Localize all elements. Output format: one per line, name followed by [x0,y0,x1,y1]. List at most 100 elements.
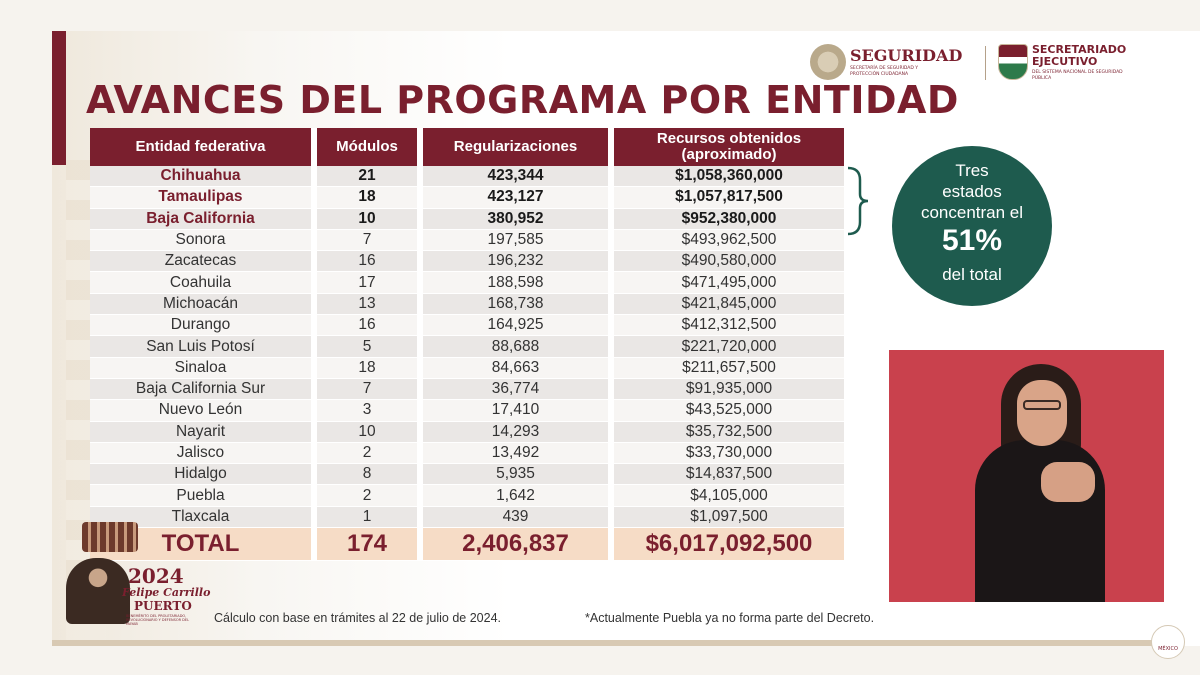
cell-modulos: 10 [317,208,423,230]
callout-line1: Tres [955,161,989,180]
cell-regularizaciones: 188,598 [423,272,614,294]
cell-regularizaciones: 1,642 [423,485,614,507]
column-header-modulos: Módulos [317,128,423,166]
table-row: Nuevo León 3 17,410 $43,525,000 [90,400,844,422]
column-header-entidad: Entidad federativa [90,128,317,166]
cell-regularizaciones: 5,935 [423,464,614,486]
total-row: TOTAL 174 2,406,837 $6,017,092,500 [90,528,844,562]
cell-regularizaciones: 88,688 [423,336,614,358]
callout-percent: 51% [941,224,1003,257]
national-seal-icon [810,44,846,80]
table-row: Sonora 7 197,585 $493,962,500 [90,229,844,252]
shield-icon [998,44,1028,80]
page-title: AVANCES DEL PROGRAMA POR ENTIDAD [86,78,959,122]
cell-regularizaciones: 13,492 [423,442,614,465]
cell-entidad: Puebla [90,485,317,507]
secretariado-logo-subtitle: DEL SISTEMA NACIONAL DE SEGURIDAD PÚBLIC… [1032,70,1123,81]
cell-entidad: Zacatecas [90,251,317,273]
cell-entidad: Baja California Sur [90,378,317,401]
cell-modulos: 18 [317,187,423,209]
table-row: Durango 16 164,925 $412,312,500 [90,315,844,337]
table-row: Tamaulipas 18 423,127 $1,057,817,500 [90,187,844,209]
cell-modulos: 21 [317,166,423,188]
cell-recursos: $471,495,000 [614,272,844,294]
entities-table: Entidad federativa Módulos Regularizacio… [90,128,844,562]
cell-entidad: Sonora [90,229,317,252]
table-row: Baja California Sur 7 36,774 $91,935,000 [90,378,844,401]
cell-recursos: $211,657,500 [614,357,844,379]
portrait-illustration [66,558,130,624]
cell-recursos: $4,105,000 [614,485,844,507]
cell-recursos: $221,720,000 [614,336,844,358]
table-row: Tlaxcala 1 439 $1,097,500 [90,506,844,529]
callout-text: Tres estados concentran el [892,160,1052,223]
cell-modulos: 2 [317,442,423,465]
secretariado-line2: EJECUTIVO [1032,55,1098,68]
cell-entidad: Michoacán [90,293,317,316]
cell-entidad: Chihuahua [90,166,317,188]
cell-entidad: Tamaulipas [90,187,317,209]
puebla-note: *Actualmente Puebla ya no forma parte de… [585,611,875,625]
bottom-rule [52,640,1152,646]
cell-entidad: Coahuila [90,272,317,294]
cell-recursos: $35,732,500 [614,421,844,443]
logo-divider [985,46,986,80]
table-row: San Luis Potosí 5 88,688 $221,720,000 [90,336,844,358]
interpreter-face [1017,380,1067,446]
column-header-regularizaciones: Regularizaciones [423,128,614,166]
cell-entidad: Durango [90,315,317,337]
cell-recursos: $490,580,000 [614,251,844,273]
gobierno-mexico-logo: MÉXICO [1151,625,1185,659]
table-row: Puebla 2 1,642 $4,105,000 [90,485,844,507]
table-row: Baja California 10 380,952 $952,380,000 [90,208,844,230]
table-row: Zacatecas 16 196,232 $490,580,000 [90,251,844,273]
table-row: Jalisco 2 13,492 $33,730,000 [90,442,844,465]
cell-recursos: $952,380,000 [614,208,844,230]
cell-regularizaciones: 423,127 [423,187,614,209]
interpreter-hands [1041,462,1095,502]
cell-regularizaciones: 196,232 [423,251,614,273]
callout-line4: del total [942,265,1002,284]
table-row: Hidalgo 8 5,935 $14,837,500 [90,464,844,486]
cell-regularizaciones: 197,585 [423,229,614,252]
cell-modulos: 1 [317,506,423,529]
table-row: Michoacán 13 168,738 $421,845,000 [90,293,844,316]
cell-regularizaciones: 423,344 [423,166,614,188]
logo-name: Felipe Carrillo [122,586,211,599]
cell-modulos: 8 [317,464,423,486]
glasses-icon [1023,400,1061,410]
cell-entidad: Nuevo León [90,400,317,422]
cell-entidad: Jalisco [90,442,317,465]
secretariado-logo: SECRETARIADO EJECUTIVO DEL SISTEMA NACIO… [998,44,1138,84]
cell-regularizaciones: 164,925 [423,315,614,337]
cell-recursos: $412,312,500 [614,315,844,337]
seguridad-logo: SEGURIDAD SECRETARÍA DE SEGURIDAD Y PROT… [810,44,980,84]
cell-recursos: $493,962,500 [614,229,844,252]
cell-recursos: $33,730,000 [614,442,844,465]
cell-recursos: $421,845,000 [614,293,844,316]
cell-regularizaciones: 14,293 [423,421,614,443]
column-header-recursos: Recursos obtenidos (aproximado) [614,128,844,166]
cell-recursos: $1,058,360,000 [614,166,844,188]
logo-subtitle: BENEMÉRITO DEL PROLETARIADO, REVOLUCIONA… [126,614,190,626]
cell-regularizaciones: 168,738 [423,293,614,316]
cell-entidad: Baja California [90,208,317,230]
cell-modulos: 16 [317,315,423,337]
cell-modulos: 5 [317,336,423,358]
cell-entidad: Nayarit [90,421,317,443]
cell-regularizaciones: 84,663 [423,357,614,379]
cell-entidad: Sinaloa [90,357,317,379]
table-row: Chihuahua 21 423,344 $1,058,360,000 [90,166,844,188]
cell-modulos: 2 [317,485,423,507]
cell-entidad: Tlaxcala [90,506,317,529]
cell-entidad: Hidalgo [90,464,317,486]
callout-line3: concentran el [920,203,1024,222]
cell-modulos: 7 [317,378,423,401]
table-header-row: Entidad federativa Módulos Regularizacio… [90,128,844,166]
cell-modulos: 17 [317,272,423,294]
cell-recursos: $14,837,500 [614,464,844,486]
callout-line2: estados [942,182,1002,201]
table-row: Sinaloa 18 84,663 $211,657,500 [90,357,844,379]
cell-entidad: San Luis Potosí [90,336,317,358]
cell-modulos: 3 [317,400,423,422]
